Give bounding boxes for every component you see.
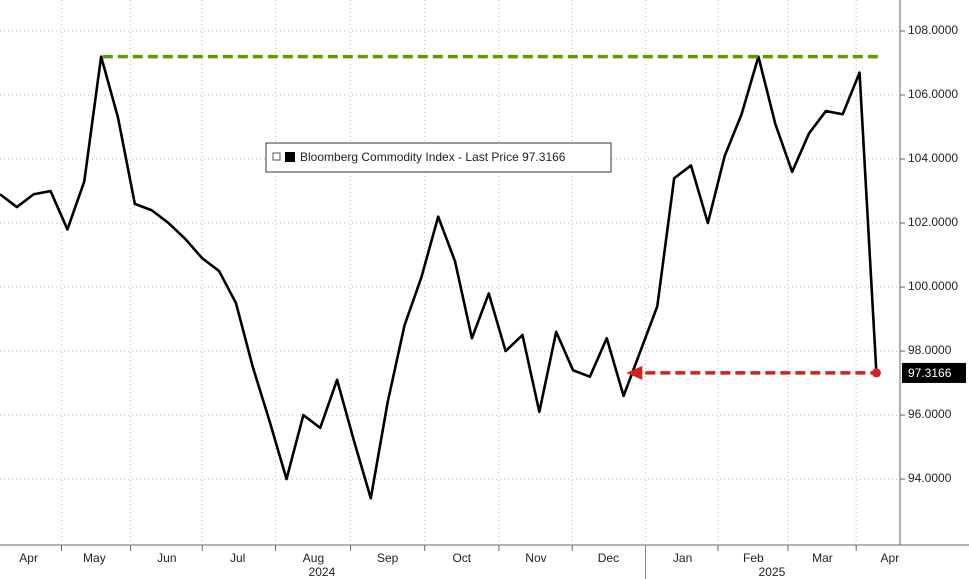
x-tick-label: Jun <box>157 551 176 565</box>
x-tick-label: Jan <box>673 551 692 565</box>
y-tick-label: 96.0000 <box>908 407 952 421</box>
legend-label: Bloomberg Commodity Index - Last Price 9… <box>300 150 566 164</box>
x-tick-label: Dec <box>598 551 619 565</box>
y-tick-label: 102.0000 <box>908 215 958 229</box>
year-label: 2024 <box>309 565 336 579</box>
x-tick-label: Mar <box>812 551 833 565</box>
y-tick-label: 106.0000 <box>908 87 958 101</box>
x-tick-label: Nov <box>525 551 546 565</box>
legend-swatch <box>285 152 295 162</box>
last-price-label: 97.3166 <box>908 366 952 380</box>
legend-icon <box>272 152 281 161</box>
line-series <box>0 55 878 500</box>
x-tick-label: Feb <box>743 551 764 565</box>
x-tick-label: Apr <box>19 551 38 565</box>
y-tick-label: 98.0000 <box>908 343 952 357</box>
y-tick-label: 104.0000 <box>908 151 958 165</box>
x-tick-label: May <box>83 551 106 565</box>
end-dot <box>871 368 881 378</box>
y-tick-label: 94.0000 <box>908 471 952 485</box>
legend: Bloomberg Commodity Index - Last Price 9… <box>265 142 612 173</box>
x-tick-label: Jul <box>230 551 245 565</box>
y-tick-label: 100.0000 <box>908 279 958 293</box>
x-tick-label: Sep <box>377 551 399 565</box>
x-tick-label: Apr <box>881 551 900 565</box>
legend-box <box>265 142 612 173</box>
last-price-box <box>902 362 966 383</box>
x-tick-label: Oct <box>452 551 471 565</box>
year-label: 2025 <box>759 565 786 579</box>
y-tick-label: 108.0000 <box>908 23 958 37</box>
x-tick-label: Aug <box>303 551 324 565</box>
arrow-head <box>626 365 643 380</box>
